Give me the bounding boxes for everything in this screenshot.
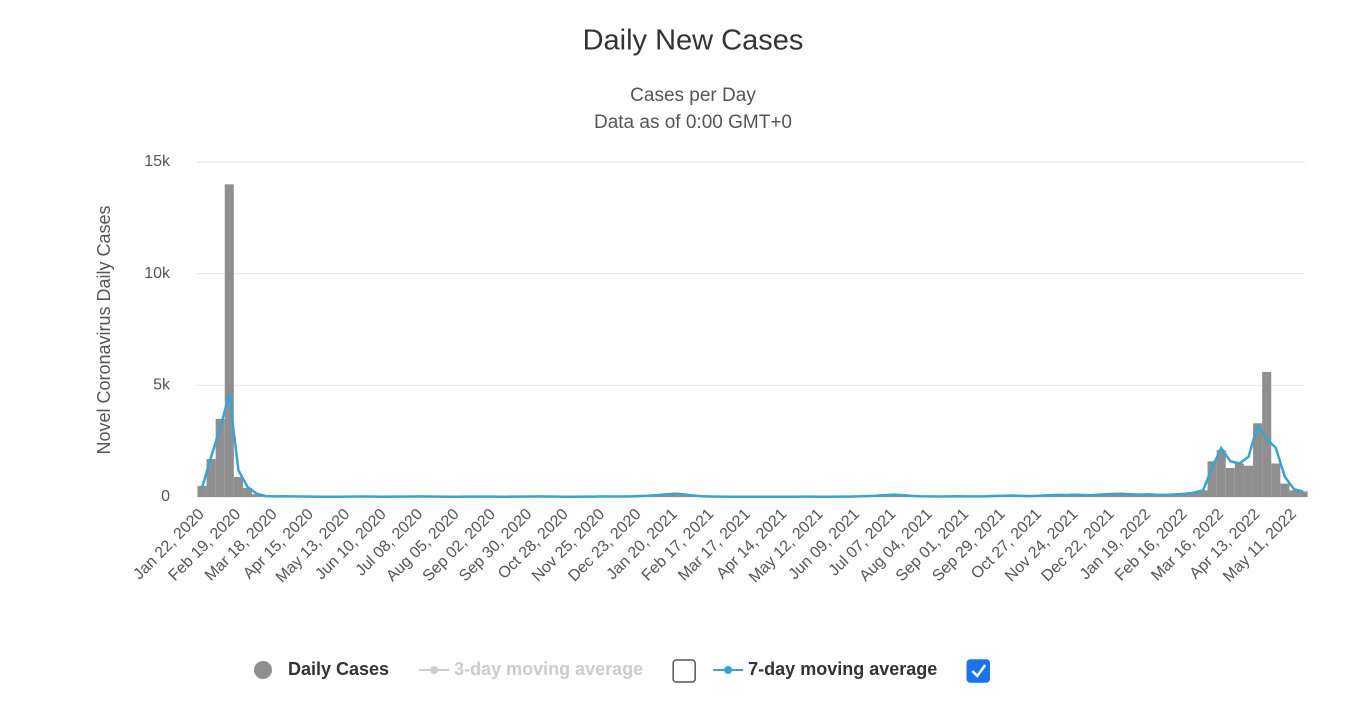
bar	[679, 494, 689, 497]
legend-marker	[724, 666, 733, 674]
bar	[1180, 493, 1190, 497]
bar	[1243, 465, 1254, 497]
bar	[1171, 494, 1181, 497]
legend-label[interactable]: 7-day moving average	[748, 659, 937, 679]
bar	[1143, 494, 1153, 497]
bar	[1189, 492, 1199, 497]
bar	[1271, 463, 1281, 497]
y-axis-label: Novel Coronavirus Daily Cases	[94, 205, 114, 454]
chart-subtitle: Data as of 0:00 GMT+0	[594, 112, 792, 133]
y-tick-label: 5k	[153, 377, 171, 394]
bar	[1280, 483, 1290, 497]
bar	[233, 476, 243, 497]
chart-subtitle: Cases per Day	[630, 85, 756, 106]
bar	[1234, 463, 1244, 497]
bar	[1253, 423, 1263, 497]
legend-checkbox[interactable]	[672, 659, 696, 683]
legend-label[interactable]: 3-day moving average	[454, 659, 643, 679]
y-tick-label: 15k	[144, 153, 171, 170]
legend-marker	[430, 666, 439, 674]
bar	[224, 184, 234, 498]
bar	[1125, 494, 1135, 497]
bar	[1289, 490, 1299, 497]
bar	[252, 494, 262, 497]
y-tick-label: 10k	[144, 265, 171, 282]
bar	[1207, 461, 1217, 497]
bar	[206, 459, 216, 497]
bar	[1298, 491, 1308, 497]
bar	[1216, 450, 1226, 497]
bar	[215, 418, 225, 497]
bar	[197, 485, 207, 497]
legend-marker	[254, 661, 272, 679]
bar	[242, 488, 253, 497]
bar	[1116, 493, 1126, 497]
line	[200, 393, 1304, 499]
legend-label[interactable]: Daily Cases	[288, 659, 389, 679]
legend-checkbox[interactable]	[966, 659, 991, 683]
bar	[670, 493, 680, 497]
bar	[1262, 371, 1272, 497]
bar	[1107, 493, 1117, 497]
bar	[1198, 490, 1208, 497]
y-tick-label: 0	[161, 488, 170, 505]
bar	[1225, 467, 1235, 497]
checkmark	[971, 664, 987, 678]
chart-title: Daily New Cases	[583, 25, 804, 57]
